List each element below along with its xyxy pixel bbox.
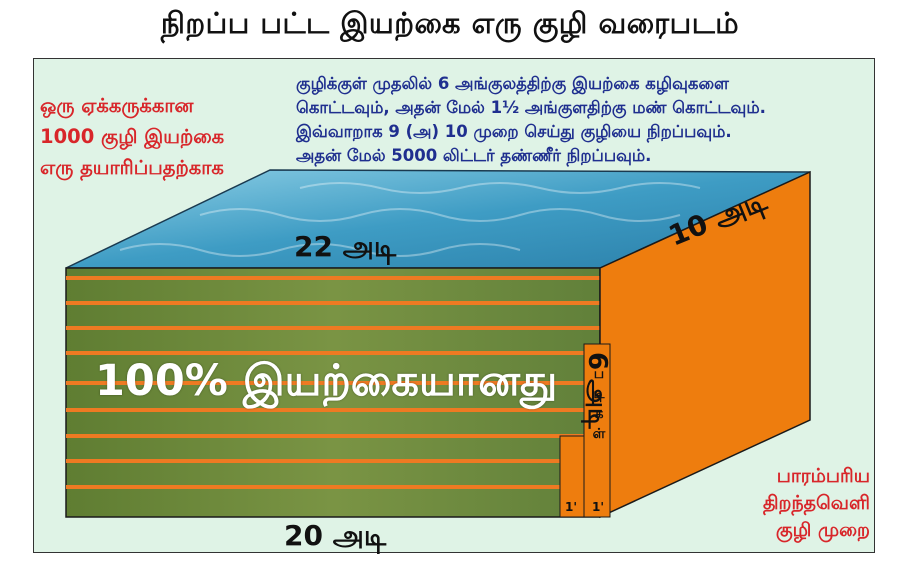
method-note: பாரம்பரிய திறந்தவெளி குழி முறை [690,463,870,544]
step-upper [583,343,611,518]
diagram-title: நிறப்ப பட்ட இயற்கை எரு குழி வரைபடம் [160,6,740,40]
steps-label-char: ள் [592,426,606,442]
water-ripple [199,208,681,222]
acre-note-line: எரு தயாரிப்பதற்காக [40,156,224,179]
acre-note-line: 1000 குழி இயற்கை [40,125,225,148]
steps-label-char: ப [593,366,605,382]
natural-label: 100% இயற்கையானது [95,356,558,406]
steps-label-char: க [594,406,604,422]
instruction-line: இவ்வாறாக 9 (அ) 10 முறை செய்து குழியை நிற… [296,122,732,141]
method-note-line: திறந்தவெளி [762,492,870,514]
instruction-line: அதன் மேல் 5000 லிட்டர் தண்ணீர் நிறப்பவும… [296,146,652,165]
acre-note-line: ஒரு ஏக்கருக்கான [40,94,194,117]
method-note-line: குழி முறை [775,519,870,541]
step-width-label: 1' [565,500,578,514]
bottom-length-label: 20 அடி [284,519,387,552]
layer-stripes [66,276,600,489]
step-width-label: 1' [592,500,605,514]
acre-purpose-note: ஒரு ஏக்கருக்கான 1000 குழி இயற்கை எரு தயா… [40,90,270,183]
method-note-line: பாரம்பரிய [776,465,870,487]
instruction-line: கொட்டவும், அதன் மேல் 1½ அங்குளதிற்கு மண்… [296,98,766,117]
steps-label: ப டி க ள் [588,364,610,444]
top-length-label: 22 அடி [294,230,397,263]
soil-front-face [65,267,601,518]
instruction-note: குழிக்குள் முதலில் 6 அங்குலத்திற்கு இயற்… [296,72,876,168]
steps-label-char: டி [593,386,605,402]
step-lower [559,435,585,518]
water-ripple [119,243,521,257]
water-ripple [299,182,701,194]
instruction-line: குழிக்குள் முதலில் 6 அங்குலத்திற்கு இயற்… [296,74,729,93]
